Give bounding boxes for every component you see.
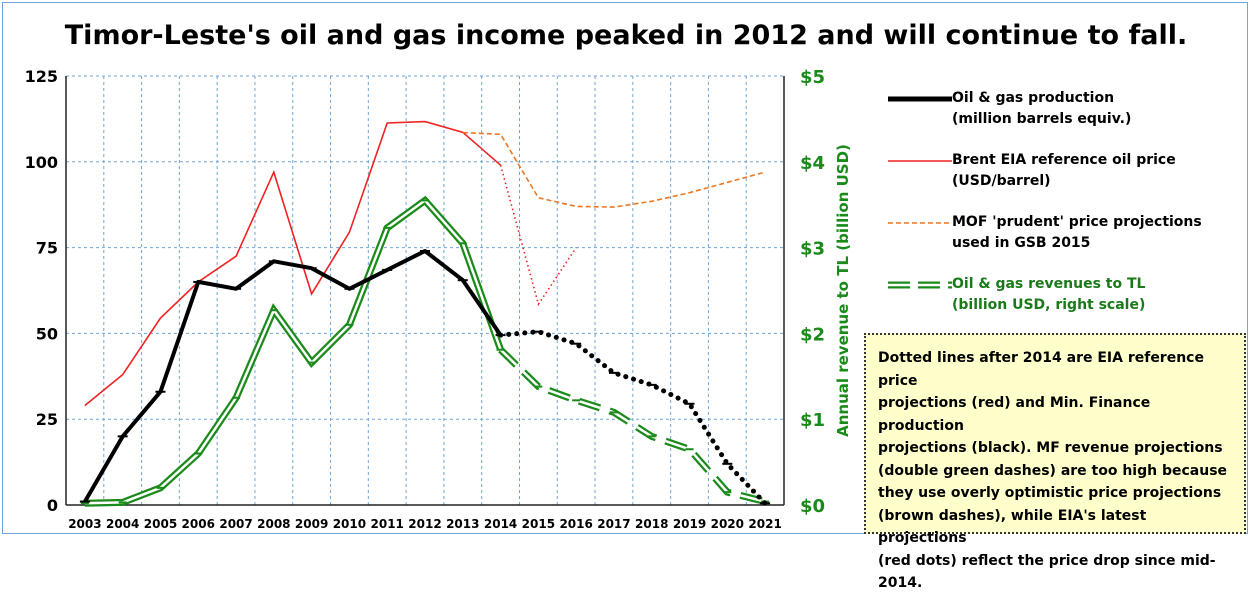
y-right-axis-label: Annual revenue to TL (billion USD): [834, 144, 852, 437]
x-tick-label: 2017: [597, 517, 630, 531]
annotation-line: Dotted lines after 2014 are EIA referenc…: [878, 350, 1204, 389]
x-tick-label: 2003: [68, 517, 101, 531]
x-tick-label: 2010: [333, 517, 366, 531]
annotation-line: (red dots) reflect the price drop since …: [878, 552, 1216, 592]
x-tick-label: 2012: [408, 517, 441, 531]
y-left-tick-label: 25: [36, 410, 58, 429]
y-left-tick-label: 50: [36, 324, 58, 343]
brent-price-line: [84, 120, 502, 407]
y-left-tick-label: 0: [47, 496, 58, 515]
chart-plot: 0 25 50 75 100 125 $0 $1 $2 $3 $4 $5 Annual revenue …: [25, 67, 952, 531]
y-right-tick-label: $4: [800, 153, 825, 174]
x-tick-label: 2019: [673, 517, 706, 531]
x-tick-label: 2007: [219, 517, 252, 531]
y-right-tick-label: $1: [800, 410, 825, 431]
legend-mof: MOF 'prudent' price projections used in …: [952, 212, 1202, 254]
y-left-tick-label: 125: [25, 67, 58, 86]
x-tick-label: 2011: [371, 517, 404, 531]
annotation-line: projections (red) and Min. Finance produ…: [878, 395, 1151, 434]
legend-mof-line2: used in GSB 2015: [952, 235, 1091, 251]
x-tick-label: 2008: [257, 517, 290, 531]
annotation-line: (brown dashes), while EIA's latest proje…: [878, 507, 1147, 547]
legend-revenue-line1: Oil & gas revenues to TL: [952, 276, 1146, 292]
x-tick-label: 2005: [144, 517, 177, 531]
annotation-line: projections (black). MF revenue projecti…: [878, 440, 1223, 456]
x-tick-label: 2009: [295, 517, 328, 531]
y-right-tick-label: $2: [800, 324, 825, 345]
legend-production-line2: (million barrels equiv.): [952, 111, 1132, 127]
legend-production: Oil & gas production (million barrels eq…: [952, 88, 1131, 130]
x-tick-label: 2004: [106, 517, 139, 531]
annotation-box: Dotted lines after 2014 are EIA referenc…: [864, 333, 1246, 591]
x-tick-label: 2020: [711, 517, 744, 531]
chart-title: Timor-Leste's oil and gas income peaked …: [64, 20, 1188, 51]
legend-brent: Brent EIA reference oil price (USD/barre…: [952, 150, 1176, 192]
revenue-projection-inner: [499, 348, 766, 503]
y-right-tick-label: $5: [800, 67, 825, 88]
legend-brent-line1: Brent EIA reference oil price: [952, 152, 1176, 168]
legend-revenue-line2: (billion USD, right scale): [952, 297, 1146, 313]
y-left-tick-label: 75: [36, 239, 58, 258]
y-right-tick-label: $0: [800, 496, 825, 517]
x-tick-label: 2014: [484, 517, 517, 531]
legend-mof-line1: MOF 'prudent' price projections: [952, 214, 1202, 230]
x-tick-label: 2015: [522, 517, 555, 531]
x-tick-label: 2006: [182, 517, 215, 531]
x-tick-label: 2021: [748, 517, 781, 531]
y-right-tick-label: $3: [800, 239, 825, 260]
annotation-line: (double green dashes) are too high becau…: [878, 462, 1228, 479]
revenue-line-inner: [84, 198, 502, 505]
y-left-tick-label: 100: [25, 153, 58, 172]
production-projection-line: [498, 329, 768, 506]
legend-revenue: Oil & gas revenues to TL (billion USD, r…: [952, 274, 1145, 316]
chart-frame: [2, 2, 1248, 534]
legend-production-line1: Oil & gas production: [952, 90, 1115, 106]
brent-projection-line: [499, 164, 577, 307]
x-tick-label: 2016: [559, 517, 592, 531]
x-tick-label: 2018: [635, 517, 668, 531]
legend-brent-line2: (USD/barrel): [952, 173, 1051, 189]
x-tick-label: 2013: [446, 517, 479, 531]
production-line: [83, 249, 503, 503]
mof-projection-line: [462, 131, 766, 208]
annotation-line: they use overly optimistic price project…: [878, 485, 1222, 501]
